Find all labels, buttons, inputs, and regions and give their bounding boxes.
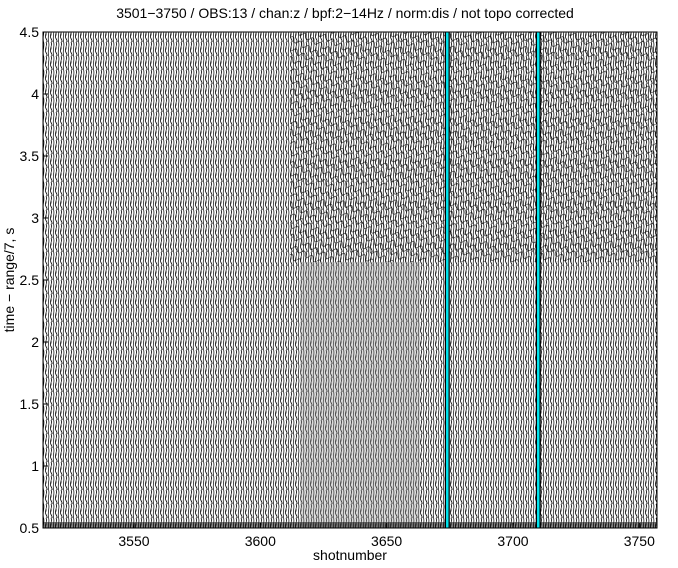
y-tick-label: 3 <box>31 210 39 226</box>
x-tick-label: 3750 <box>624 533 655 549</box>
plot-frame <box>42 31 658 529</box>
x-tick-label: 3700 <box>497 533 528 549</box>
seismic-traces <box>43 32 657 528</box>
x-tick-label: 3600 <box>245 533 276 549</box>
y-axis-label: time − range/7, s <box>1 228 17 333</box>
y-tick-label: 4 <box>31 86 39 102</box>
x-tick-label: 3650 <box>371 533 402 549</box>
y-tick-label: 3.5 <box>20 148 40 164</box>
x-axis-label: shotnumber <box>313 547 387 563</box>
x-tick-label: 3550 <box>118 533 149 549</box>
chart-title: 3501−3750 / OBS:13 / chan:z / bpf:2−14Hz… <box>116 5 574 21</box>
y-tick-label: 1.5 <box>20 396 40 412</box>
y-tick-label: 1 <box>31 458 39 474</box>
y-tick-label: 2 <box>31 334 39 350</box>
y-tick-label: 4.5 <box>20 24 40 40</box>
y-tick-label: 2.5 <box>20 272 40 288</box>
y-tick-label: 0.5 <box>20 520 40 536</box>
